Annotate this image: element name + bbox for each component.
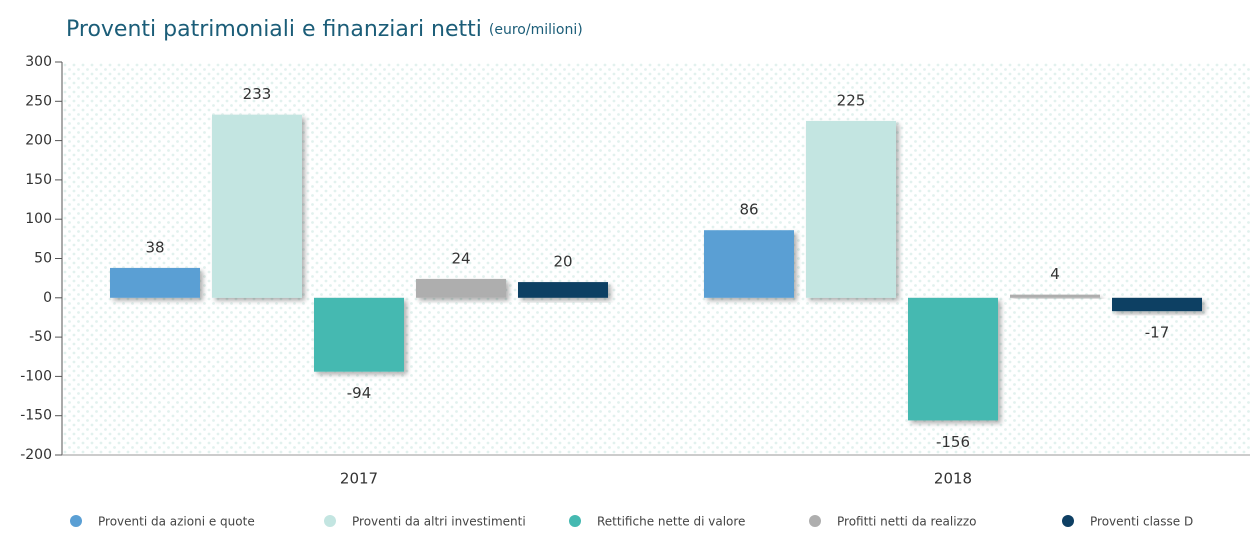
legend-label: Proventi da altri investimenti <box>352 515 526 529</box>
bar <box>212 114 302 298</box>
x-tick-label: 2018 <box>934 470 972 488</box>
legend-label: Rettifiche nette di valore <box>597 515 745 529</box>
data-label: -156 <box>936 433 970 451</box>
bar <box>110 267 200 298</box>
y-tick-label: 150 <box>25 172 52 188</box>
bar <box>1112 297 1202 312</box>
data-label: -94 <box>347 384 372 402</box>
legend-marker <box>324 515 336 527</box>
bar <box>314 297 404 372</box>
bar <box>704 230 794 298</box>
data-label: 225 <box>837 91 866 109</box>
bar <box>416 278 506 298</box>
y-tick-label: 50 <box>34 251 52 267</box>
data-label: 20 <box>553 253 572 271</box>
y-tick-label: 200 <box>25 133 52 149</box>
legend-label: Proventi classe D <box>1090 515 1193 529</box>
subtitle: (euro/milioni) <box>489 22 583 38</box>
legend-marker <box>809 515 821 527</box>
y-tick-label: 250 <box>25 93 52 109</box>
y-tick-label: -100 <box>20 368 52 384</box>
chart-title: Proventi patrimoniali e finanziari netti… <box>66 17 583 42</box>
data-label: 233 <box>243 85 272 103</box>
title: Proventi patrimoniali e finanziari netti <box>66 17 482 42</box>
data-label: -17 <box>1145 324 1170 342</box>
x-tick-label: 2017 <box>340 470 378 488</box>
bar <box>518 282 608 298</box>
bar <box>908 297 998 421</box>
y-tick-label: -50 <box>29 329 52 345</box>
data-label: 24 <box>451 249 470 267</box>
legend-marker <box>1062 515 1074 527</box>
legend-marker <box>569 515 581 527</box>
y-tick-label: -150 <box>20 408 52 424</box>
bar <box>806 120 896 298</box>
y-tick-label: 100 <box>25 211 52 227</box>
data-label: 4 <box>1050 265 1060 283</box>
legend-label: Profitti netti da realizzo <box>837 515 977 529</box>
bar <box>1010 294 1100 298</box>
y-tick-label: 0 <box>43 290 52 306</box>
legend-marker <box>70 515 82 527</box>
y-tick-label: 300 <box>25 54 52 70</box>
y-tick-label: -200 <box>20 447 52 463</box>
legend-label: Proventi da azioni e quote <box>98 515 255 529</box>
data-label: 38 <box>145 238 164 256</box>
data-label: 86 <box>739 201 758 219</box>
